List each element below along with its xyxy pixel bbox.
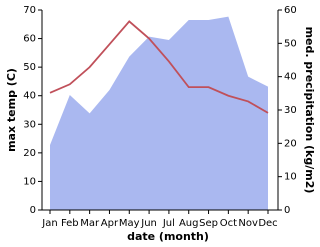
x-tick-label: Nov xyxy=(238,218,258,229)
y-axis-label: max temp (C) xyxy=(5,68,18,152)
x-tick-label: Feb xyxy=(61,218,79,229)
y-tick-label: 60 xyxy=(23,34,36,45)
y2-tick-label: 60 xyxy=(284,5,297,16)
x-tick-label: Jun xyxy=(140,218,157,229)
x-tick-label: Dec xyxy=(258,218,277,229)
temperature-line xyxy=(49,20,269,114)
x-axis-label: date (month) xyxy=(127,230,209,243)
y-tick-label: 20 xyxy=(23,148,36,159)
x-tick-label: May xyxy=(119,218,140,229)
y-tick-label: 50 xyxy=(23,62,36,73)
y2-axis-label: med. precipitation (kg/m2) xyxy=(303,27,316,194)
y-tick-label: 10 xyxy=(23,176,36,187)
y2-tick-label: 10 xyxy=(284,172,297,183)
y2-tick-label: 20 xyxy=(284,138,297,149)
y2-tick-label: 30 xyxy=(284,105,297,116)
x-tick-label: Jul xyxy=(162,218,175,229)
y-tick-label: 40 xyxy=(23,91,36,102)
x-tick-label: Aug xyxy=(179,218,199,229)
x-tick-label: Oct xyxy=(220,218,237,229)
y-tick-label: 30 xyxy=(23,119,36,130)
x-tick-label: Jan xyxy=(41,218,57,229)
y2-tick-label: 50 xyxy=(284,38,297,49)
y-tick-label: 0 xyxy=(30,205,36,216)
precipitation-area xyxy=(50,16,268,210)
y2-tick-label: 40 xyxy=(284,72,297,83)
x-tick-label: Sep xyxy=(199,218,218,229)
y2-tick-label: 0 xyxy=(284,205,290,216)
x-tick-label: Apr xyxy=(101,218,119,229)
x-tick-label: Mar xyxy=(80,218,100,229)
y-tick-label: 70 xyxy=(23,5,36,16)
